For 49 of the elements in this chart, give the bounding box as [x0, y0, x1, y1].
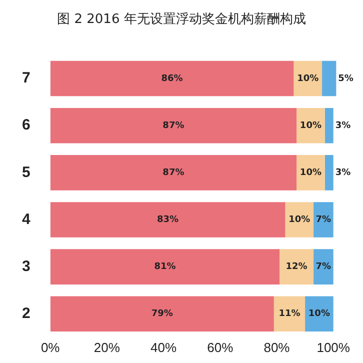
bar — [50, 155, 297, 190]
bar — [305, 296, 334, 332]
data-label: 10% — [300, 120, 322, 131]
y-tick-label: 2 — [22, 305, 30, 322]
data-label: 86% — [161, 74, 183, 84]
data-label: 79% — [151, 309, 173, 320]
data-label: 87% — [162, 168, 184, 178]
y-tick-label: 6 — [22, 116, 30, 134]
bar — [296, 155, 325, 190]
bar — [296, 108, 325, 144]
bar — [314, 249, 334, 284]
data-label: 5% — [338, 74, 354, 84]
bar — [322, 60, 336, 96]
data-label: 10% — [288, 215, 310, 226]
bar — [324, 108, 334, 144]
chart-title: 图 2 2016 年无设置浮动奖金机构薪酬构成 — [56, 11, 307, 29]
data-label: 7% — [316, 262, 332, 272]
data-label: 10% — [308, 309, 330, 320]
x-tick-label: 80% — [264, 340, 290, 355]
data-label: 7% — [316, 215, 332, 226]
data-label: 10% — [297, 74, 319, 84]
x-tick-label: 60% — [207, 340, 234, 355]
data-label: 11% — [278, 309, 300, 320]
bar — [50, 202, 286, 238]
bar — [280, 249, 314, 284]
x-tick-label: 40% — [150, 340, 177, 355]
bar — [50, 60, 294, 96]
x-tick-label: 20% — [94, 340, 120, 355]
bar — [50, 108, 297, 144]
data-label: 10% — [300, 168, 322, 178]
y-tick-label: 4 — [22, 210, 31, 228]
y-tick-label: 5 — [22, 164, 30, 181]
data-label: 12% — [286, 262, 308, 272]
y-tick-label: 3 — [22, 258, 30, 275]
bar — [50, 296, 274, 332]
bar — [314, 202, 334, 238]
data-label: 87% — [162, 120, 184, 131]
y-tick-label: 7 — [22, 70, 30, 87]
data-label: 83% — [157, 215, 179, 226]
bar — [274, 296, 306, 332]
data-label: 3% — [335, 120, 351, 131]
data-label: 3% — [335, 168, 351, 178]
bar — [285, 202, 314, 238]
x-tick-label: 0% — [40, 340, 60, 355]
bar — [50, 249, 280, 284]
data-label: 81% — [154, 262, 176, 272]
x-tick-label: 100% — [316, 340, 350, 355]
bar — [324, 155, 334, 190]
bar — [294, 60, 322, 96]
